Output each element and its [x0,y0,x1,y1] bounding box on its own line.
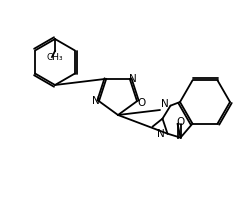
Text: N: N [157,129,165,139]
Text: N: N [92,96,100,106]
Text: O: O [176,117,185,127]
Text: N: N [161,99,169,109]
Text: O: O [137,98,145,108]
Text: N: N [129,74,137,84]
Text: CH₃: CH₃ [47,53,63,62]
